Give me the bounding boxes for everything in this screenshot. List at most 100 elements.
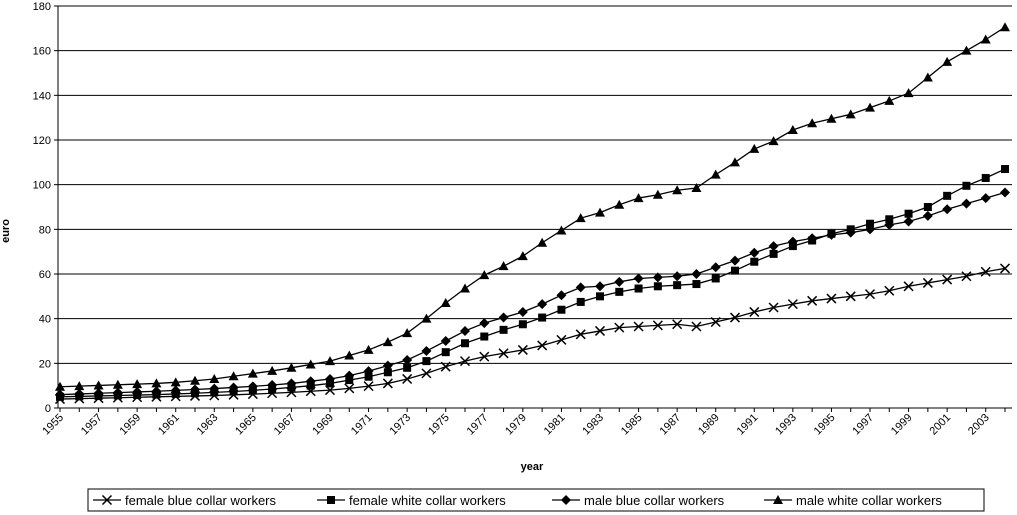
data-point: [904, 209, 913, 218]
data-point: [440, 361, 451, 372]
data-point: [55, 389, 65, 400]
data-point: [652, 272, 663, 283]
data-point: [305, 376, 316, 387]
data-point: [344, 370, 355, 381]
data-point: [460, 325, 470, 336]
data-point: [845, 227, 856, 238]
data-point: [633, 193, 644, 203]
data-point: [865, 102, 875, 112]
data-point: [768, 241, 779, 252]
series-line: [59, 168, 1006, 398]
data-point: [1000, 187, 1010, 198]
data-point: [382, 378, 393, 389]
data-point: [807, 233, 818, 244]
data-point: [980, 266, 991, 277]
data-point: [402, 373, 413, 384]
data-point: [672, 185, 683, 195]
data-point: [93, 388, 104, 399]
data-point: [479, 318, 490, 329]
x-axis-ticks: 1955 1957 1959 1961 1963 1965 1967 1969 1971 1973…: [40, 408, 1006, 438]
data-point: [499, 325, 508, 334]
x-tick-label: 2001: [927, 412, 953, 438]
data-point: [325, 373, 335, 384]
data-point: [403, 363, 412, 372]
data-point: [807, 295, 818, 306]
legend-entry: female blue collar workers: [93, 493, 277, 508]
data-point: [557, 305, 566, 314]
legend-marker: [327, 496, 335, 504]
data-point: [305, 359, 316, 369]
x-tick-label: 1973: [387, 412, 413, 438]
data-point: [498, 348, 509, 359]
data-point: [363, 366, 374, 377]
data-point: [556, 225, 567, 235]
data-point: [672, 271, 683, 282]
data-point: [633, 321, 644, 332]
data-point: [517, 306, 528, 317]
x-tick-label: 1999: [889, 412, 915, 438]
x-tick-label: 1975: [426, 412, 452, 438]
data-point: [1000, 22, 1010, 32]
data-point: [942, 204, 953, 215]
data-point: [479, 270, 490, 280]
data-point: [170, 377, 181, 387]
y-tick-label: 20: [39, 358, 51, 370]
data-point: [981, 173, 990, 182]
data-point: [710, 262, 721, 273]
x-tick-label: 1955: [40, 412, 66, 438]
data-point: [614, 322, 625, 333]
data-point: [652, 189, 663, 199]
data-point: [441, 348, 450, 357]
data-point: [421, 313, 432, 323]
data-point: [787, 299, 798, 310]
data-point: [209, 373, 220, 383]
x-tick-label: 1989: [696, 412, 722, 438]
data-point: [692, 280, 701, 289]
legend-entry: male blue collar workers: [552, 493, 725, 508]
y-axis-ticks: 0 20 40 60 80 100 120 140 160 180: [33, 1, 58, 415]
data-point: [749, 143, 760, 153]
data-point: [228, 371, 239, 381]
data-point: [691, 321, 702, 332]
data-point: [595, 207, 605, 217]
data-point: [961, 198, 972, 209]
data-point: [729, 312, 741, 323]
x-tick-label: 1993: [773, 412, 799, 438]
data-point: [942, 56, 953, 66]
data-point: [884, 285, 895, 296]
data-point: [768, 302, 779, 313]
data-point: [942, 274, 953, 285]
data-point: [556, 334, 567, 345]
data-point: [691, 183, 702, 193]
y-tick-label: 160: [33, 46, 51, 58]
data-point: [575, 329, 586, 340]
x-tick-label: 1985: [619, 412, 645, 438]
data-point: [595, 281, 605, 292]
data-point: [807, 118, 818, 128]
data-point: [55, 381, 65, 391]
data-point: [440, 336, 451, 346]
series-diamond: [55, 187, 1010, 400]
data-point: [614, 199, 625, 209]
data-point: [673, 281, 682, 290]
data-point: [344, 383, 355, 394]
data-point: [575, 282, 586, 293]
x-axis-title: year: [521, 461, 544, 473]
data-point: [576, 297, 585, 306]
data-point: [614, 276, 625, 287]
data-point: [383, 368, 392, 377]
data-point: [537, 237, 548, 247]
data-point: [498, 261, 509, 271]
data-point: [615, 287, 624, 296]
legend-box: [87, 488, 985, 512]
x-tick-label: 1983: [580, 412, 606, 438]
data-point: [382, 337, 393, 347]
y-tick-label: 100: [33, 180, 51, 192]
legend-marker: [101, 494, 113, 506]
data-point: [731, 266, 739, 275]
series-square: [56, 165, 1009, 401]
data-point: [363, 381, 374, 392]
data-point: [864, 289, 876, 300]
legend-entry: male white collar workers: [764, 493, 942, 508]
x-tick-label: 1961: [156, 412, 182, 438]
